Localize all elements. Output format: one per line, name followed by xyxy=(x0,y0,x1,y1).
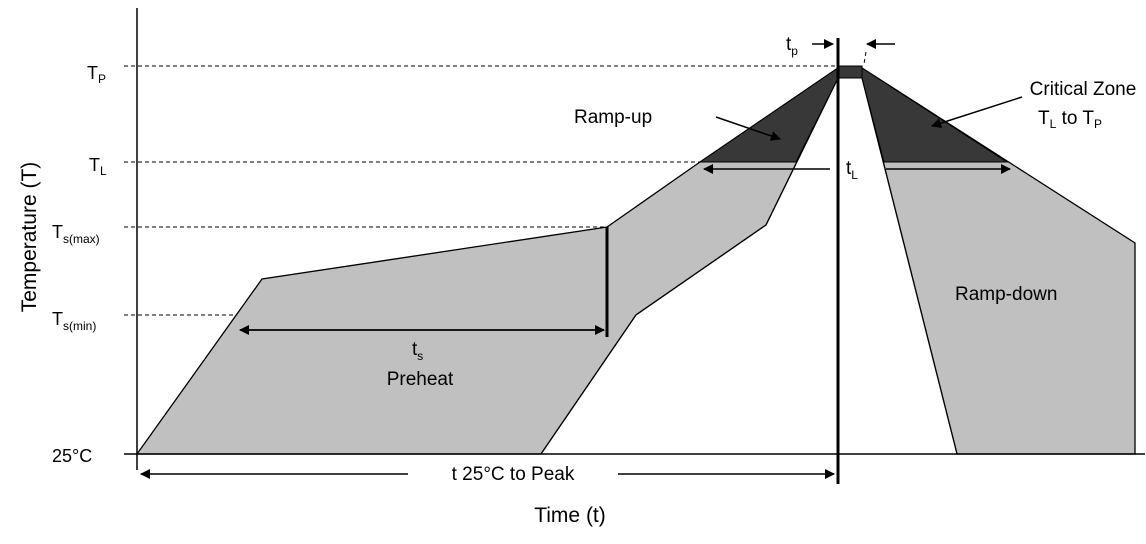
tsmax-level-label: Ts(max) xyxy=(52,222,100,246)
ts-duration-label: ts xyxy=(412,339,423,363)
critical-zone-right xyxy=(861,67,1009,163)
tp-level-label: TP xyxy=(87,63,106,86)
ramp-up-pointer xyxy=(715,116,781,141)
preheat-label: Preheat xyxy=(387,369,454,390)
ramp-down-label: Ramp-down xyxy=(955,284,1057,305)
critical-zone-label: Critical Zone xyxy=(1030,79,1137,100)
y-axis-label: Temperature (T) xyxy=(18,162,41,313)
tl-level-label: TL xyxy=(89,155,107,178)
critical-zone-range-label: TL to TP xyxy=(1038,108,1102,131)
tsmin-level-label: Ts(min) xyxy=(52,309,96,333)
tl-duration-label: tL xyxy=(846,158,858,182)
dimension-arrows xyxy=(140,39,1023,479)
peak-gap xyxy=(541,78,957,454)
critical-zone-pointer xyxy=(931,96,1023,128)
inner-edges xyxy=(540,77,958,455)
x-axis-label: Time (t) xyxy=(534,504,606,527)
t25-level-label: 25°C xyxy=(52,446,92,466)
ramp-up-label: Ramp-up xyxy=(574,107,652,128)
t25-to-peak-label: t 25°C to Peak xyxy=(452,464,575,485)
tp-duration-label: tp xyxy=(786,34,798,58)
tp-end-tick xyxy=(863,51,867,65)
peak-plateau xyxy=(837,65,863,79)
